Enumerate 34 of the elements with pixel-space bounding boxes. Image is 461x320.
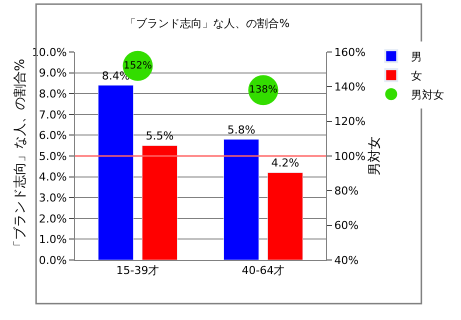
y-tick-label: 3.0% — [38, 191, 67, 204]
data-label: 5.5% — [146, 130, 174, 143]
y-tick-label: 8.0% — [38, 87, 67, 100]
y-tick-label: 5.0% — [38, 150, 67, 163]
chart-title: 「ブランド志向」な人、の割合% — [125, 16, 290, 30]
y-tick-label: 6.0% — [38, 129, 67, 142]
bar — [98, 85, 134, 260]
y-tick-label: 0.0% — [38, 254, 67, 267]
x-tick-label: 15-39才 — [116, 264, 160, 278]
bar — [142, 145, 178, 260]
y2-tick-label: 60% — [334, 219, 359, 232]
y2-tick-label: 140% — [334, 80, 366, 94]
y-tick-label: 9.0% — [38, 66, 67, 80]
y-tick-label: 2.0% — [38, 212, 67, 226]
bar — [267, 172, 304, 260]
y2-tick-label: 100% — [334, 150, 366, 163]
y2-tick-label: 120% — [334, 115, 366, 128]
legend-label: 男対女 — [411, 88, 444, 102]
legend-label: 男 — [411, 50, 422, 64]
y-tick-label: 7.0% — [38, 108, 67, 122]
y-axis-title: 「ブランド志向」な人、の割合% — [12, 58, 28, 254]
y2-tick-label: 160% — [334, 46, 366, 59]
y2-axis-title: 男対女 — [366, 136, 382, 176]
x-tick-label: 40-64才 — [242, 264, 285, 278]
y2-tick-label: 80% — [334, 184, 359, 198]
data-label: 138% — [248, 84, 278, 96]
y-tick-label: 1.0% — [38, 233, 67, 246]
data-label: 5.8% — [227, 123, 256, 136]
data-label: 152% — [123, 60, 152, 72]
bar — [223, 139, 260, 260]
data-label: 4.2% — [271, 156, 300, 170]
y-tick-label: 4.0% — [38, 170, 67, 184]
y2-tick-label: 40% — [334, 254, 359, 267]
legend-label: 女 — [411, 69, 422, 82]
